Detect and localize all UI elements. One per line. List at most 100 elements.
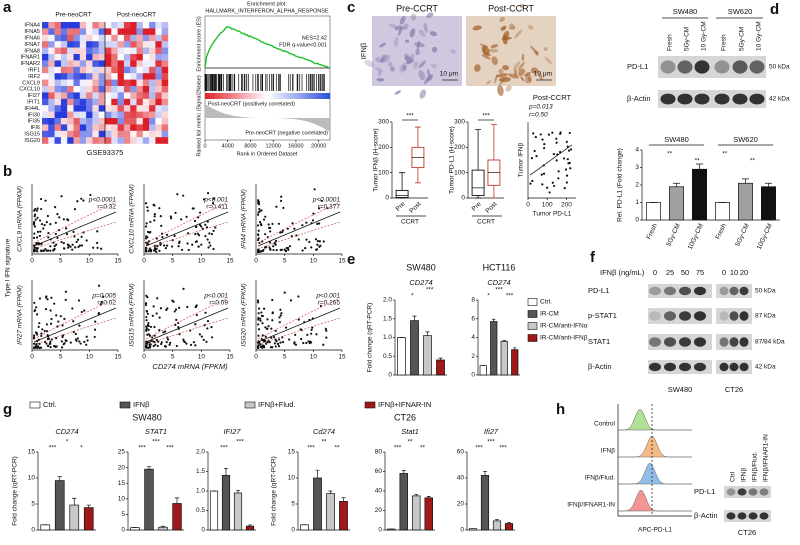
scatter-dot: [557, 177, 560, 180]
heatmap-cell: [136, 86, 143, 93]
x-tick-label: 5: [171, 258, 175, 265]
condition-label: IFNβ/Flud.: [585, 475, 616, 482]
heatmap-cell: [92, 130, 99, 138]
heatmap-cell: [92, 124, 99, 131]
scatter-dot: [262, 218, 266, 221]
scatter-dot: [61, 335, 64, 339]
heatmap-cell: [98, 73, 106, 80]
heatmap-cell: [98, 22, 106, 29]
scatter-dot: [286, 246, 290, 250]
scatter-dot: [310, 328, 313, 331]
scatter-dot: [100, 247, 103, 250]
blot-band: [749, 93, 765, 105]
y-label: Tumor IFNβ: [518, 142, 525, 177]
heatmap-cell: [86, 34, 93, 42]
scatter-dot: [34, 218, 37, 221]
scatter-dot: [273, 336, 276, 339]
scatter-dot: [72, 230, 75, 233]
scatter-dot: [182, 338, 185, 341]
ihc-texture: [423, 22, 428, 33]
scatter-dot: [45, 221, 48, 224]
y-tick-label: 5: [121, 511, 125, 518]
scatter-dot: [533, 149, 536, 153]
significance: ***: [426, 287, 434, 294]
blot-band: [729, 337, 739, 347]
heatmap-cell: [136, 41, 143, 48]
heatmap-cell: [117, 41, 125, 48]
scatter-dot: [267, 223, 270, 226]
scatter-dot: [145, 325, 148, 328]
heatmap-cell: [92, 22, 99, 29]
ihc-texture: [427, 68, 430, 77]
heatmap-cell: [105, 54, 112, 61]
scatter-dot: [96, 246, 99, 249]
scatter-dot: [53, 302, 56, 305]
scatter-dot: [256, 213, 260, 216]
scatter-dot: [47, 249, 50, 252]
heatmap-cell: [48, 60, 55, 67]
r-value: r=0.411: [206, 204, 228, 211]
scatter-dot: [309, 340, 312, 343]
heatmap-group: Pre-neoCRT: [55, 12, 91, 19]
chart-subtitle: Cd274: [313, 427, 335, 436]
scatter-dot: [50, 317, 53, 321]
heatmap-cell: [92, 86, 99, 93]
x-tick-label: 20000: [311, 143, 326, 149]
heatmap-cell: [155, 60, 162, 67]
bar: [54, 480, 65, 531]
heatmap-cell: [111, 60, 118, 67]
scatter-dot: [147, 321, 150, 325]
scatter-dot: [212, 247, 215, 251]
heatmap-cell: [67, 28, 74, 35]
heatmap-cell: [123, 105, 131, 112]
scatter-dot: [557, 170, 560, 173]
scatter-dot: [562, 157, 566, 160]
scatter-dot: [552, 152, 555, 156]
scatter-dot: [49, 322, 53, 325]
scatter-dot: [58, 216, 61, 219]
scatter-dot: [152, 344, 155, 348]
ihc-texture: [487, 48, 499, 53]
bar: [424, 497, 433, 531]
scatter-dot: [33, 232, 36, 235]
blot-band: [679, 311, 691, 321]
heatmap-cell: [105, 66, 112, 74]
significance: ***: [482, 113, 490, 120]
scatter-dot: [159, 307, 163, 310]
y-tick-label: 200: [454, 144, 465, 151]
p-value: p<0.001: [203, 197, 228, 204]
ihc-texture: [429, 31, 437, 37]
scatter-dot: [199, 211, 202, 214]
scatter-dot: [35, 209, 39, 212]
scatter-dot: [78, 244, 81, 247]
heatmap-cell: [54, 73, 62, 80]
scatter-dot: [174, 308, 178, 311]
significance: ***: [495, 287, 503, 294]
box: [471, 169, 485, 196]
scatter-dot: [302, 341, 305, 345]
scatter-dot: [283, 291, 286, 294]
scatter-dot: [80, 235, 83, 238]
lane-label: IFNβ/Flud.: [752, 451, 759, 482]
ihc-texture: [544, 56, 553, 65]
scatter-dot: [266, 327, 269, 330]
ihc-texture: [472, 25, 482, 31]
dose-label: 75: [696, 268, 704, 277]
regression-line: [33, 307, 117, 343]
blot-group: SW620: [728, 7, 753, 16]
box-whisker: [490, 124, 497, 199]
scatter-dot: [43, 329, 46, 333]
y-tick-label: 15: [288, 449, 296, 456]
y-tick-label: 1.0: [383, 334, 392, 341]
blot-band: [719, 311, 729, 321]
heatmap-cell: [60, 105, 68, 112]
heatmap-cell: [79, 41, 87, 48]
bar: [69, 504, 80, 531]
heatmap-cell: [48, 79, 55, 87]
significance: **: [722, 151, 728, 158]
scatter-dot: [78, 324, 81, 327]
scatter-dot: [311, 219, 315, 222]
scatter-dot: [55, 243, 58, 246]
ihc-texture: [416, 40, 420, 50]
